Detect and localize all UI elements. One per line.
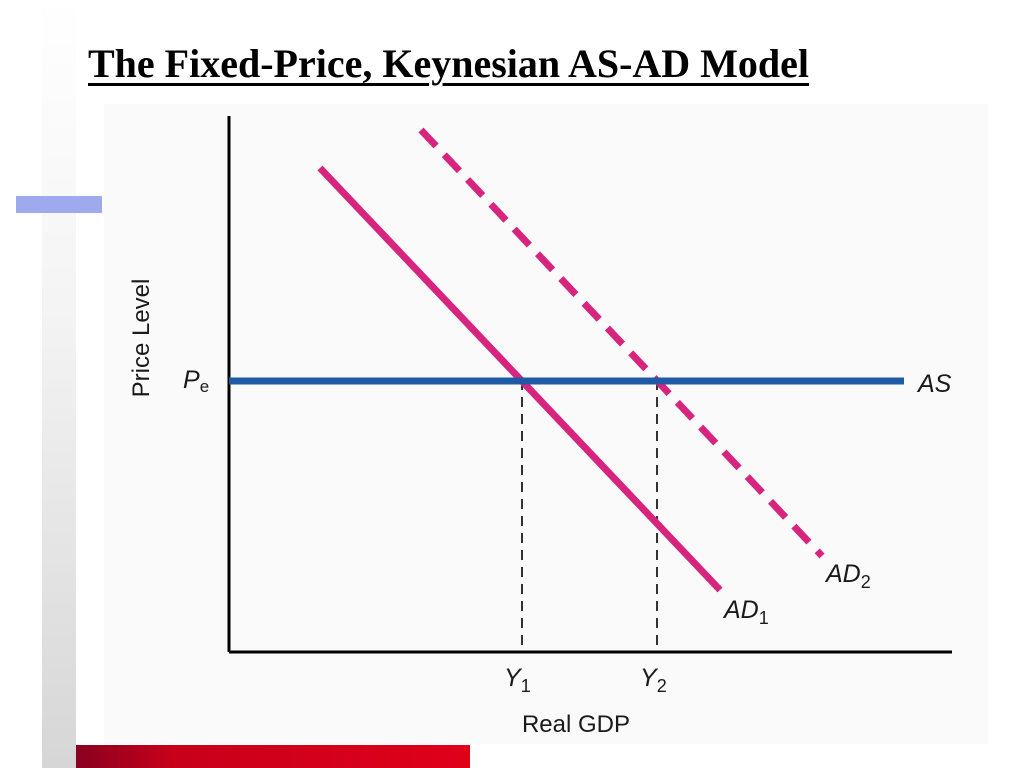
pe-main: P — [183, 366, 200, 394]
as-ad-diagram: Price Level Pe AS AD2 AD1 Y1 — [104, 104, 988, 744]
y1-main: Y — [504, 664, 523, 692]
ad2-label-sub: 2 — [861, 572, 871, 592]
as-label-main: AS — [916, 370, 952, 398]
x-axis-label: Real GDP — [522, 711, 630, 738]
y1-sub: 1 — [521, 676, 531, 696]
y-axis-label: Price Level — [128, 279, 155, 398]
y2-tick-label: Y2 — [640, 664, 667, 696]
y2-main: Y — [640, 664, 659, 692]
price-level-tick-label: Pe — [183, 366, 209, 396]
ad2-curve — [418, 127, 825, 559]
as-ad-chart: Price Level Pe AS AD2 AD1 Y1 — [128, 116, 952, 738]
ad2-label: AD2 — [824, 560, 871, 592]
red-accent-bar — [76, 745, 470, 768]
y1-tick-label: Y1 — [504, 664, 531, 696]
blue-accent-bar — [16, 196, 102, 213]
left-decorative-bar — [42, 0, 76, 768]
ad1-label-sub: 1 — [759, 608, 769, 628]
pe-sub: e — [200, 377, 209, 396]
as-label: AS — [916, 370, 952, 398]
ad2-label-main: AD — [824, 560, 861, 588]
y2-sub: 2 — [657, 676, 667, 696]
slide-title: The Fixed-Price, Keynesian AS-AD Model — [88, 41, 810, 86]
ad1-label: AD1 — [722, 596, 769, 628]
ad1-label-main: AD — [722, 596, 759, 624]
